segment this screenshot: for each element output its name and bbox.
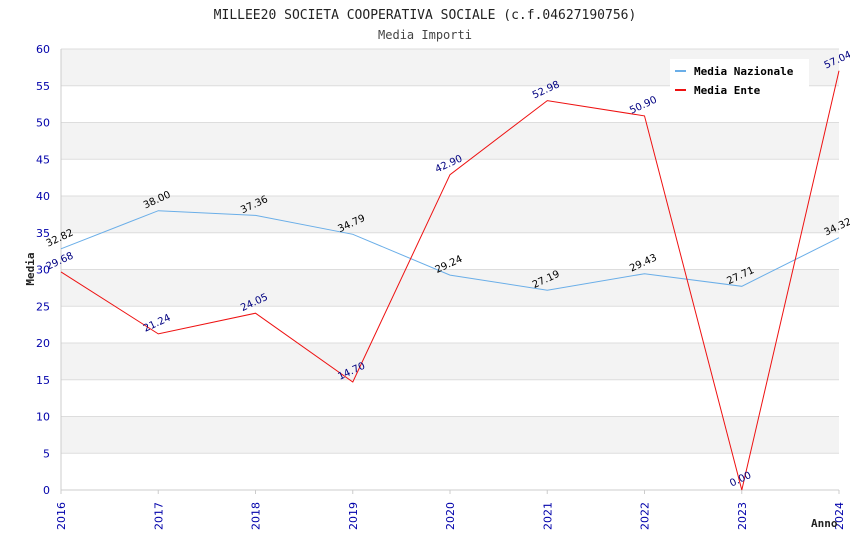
series-line bbox=[60, 70, 840, 491]
grid-band bbox=[61, 196, 839, 233]
y-tick-label: 40 bbox=[36, 190, 50, 203]
x-tick-label: 2018 bbox=[250, 502, 263, 530]
y-tick-label: 50 bbox=[36, 117, 50, 130]
y-tick-label: 0 bbox=[43, 484, 50, 497]
legend: Media Nazionale Media Ente bbox=[670, 59, 809, 97]
x-tick-label: 2016 bbox=[55, 502, 68, 530]
x-tick-label: 2023 bbox=[736, 502, 749, 530]
y-axis-label: Media bbox=[24, 252, 37, 285]
x-tick-label: 2017 bbox=[152, 502, 165, 530]
y-tick-label: 60 bbox=[36, 43, 50, 56]
y-tick-label: 25 bbox=[36, 300, 50, 313]
x-axis-ticks: 2016 2017 2018 2019 2020 2021 2022 2023 2024 bbox=[55, 490, 846, 530]
legend-label: Media Nazionale bbox=[694, 65, 794, 78]
x-axis-label: Anno bbox=[811, 517, 838, 530]
grid-band bbox=[61, 122, 839, 160]
y-tick-label: 35 bbox=[36, 227, 50, 240]
y-tick-label: 30 bbox=[36, 264, 50, 277]
x-tick-label: 2022 bbox=[639, 502, 652, 530]
grid-band bbox=[61, 306, 839, 343]
y-tick-label: 20 bbox=[36, 337, 50, 350]
grid-band bbox=[61, 159, 839, 196]
y-tick-label: 5 bbox=[43, 447, 50, 460]
y-tick-label: 10 bbox=[36, 411, 50, 424]
grid-band bbox=[61, 232, 839, 270]
grid-band bbox=[61, 269, 839, 307]
legend-label: Media Ente bbox=[694, 84, 761, 97]
grid-band bbox=[61, 453, 839, 490]
series-line bbox=[60, 210, 840, 291]
x-tick-label: 2021 bbox=[541, 502, 554, 530]
y-tick-label: 45 bbox=[36, 153, 50, 166]
grid-bands bbox=[61, 49, 839, 490]
x-tick-label: 2024 bbox=[833, 502, 846, 530]
chart-subtitle: Media Importi bbox=[378, 28, 472, 42]
grid-band bbox=[61, 343, 839, 380]
legend-box bbox=[670, 59, 809, 87]
y-tick-label: 15 bbox=[36, 374, 50, 387]
series-lines bbox=[60, 70, 840, 491]
grid-band bbox=[61, 379, 839, 417]
x-tick-label: 2019 bbox=[347, 502, 360, 530]
y-axis-ticks: 0 5 10 15 20 25 30 35 40 45 50 55 60 bbox=[36, 43, 50, 497]
y-tick-label: 55 bbox=[36, 80, 50, 93]
x-tick-label: 2020 bbox=[444, 502, 457, 530]
grid-band bbox=[61, 85, 839, 123]
grid-band bbox=[61, 416, 839, 454]
chart-title: MILLEE20 SOCIETA COOPERATIVA SOCIALE (c.… bbox=[214, 8, 637, 23]
